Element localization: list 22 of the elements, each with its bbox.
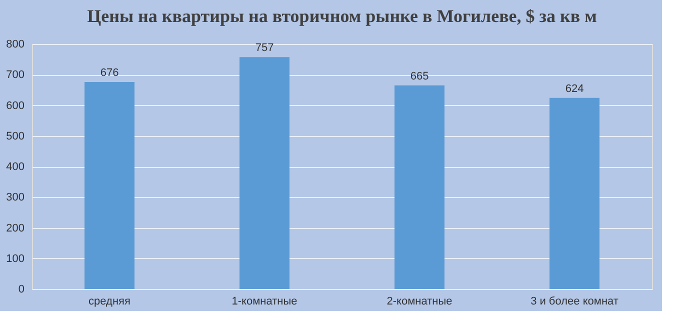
x-tick-label: 1-комнатные [232, 296, 298, 308]
y-tick-label: 400 [6, 161, 24, 173]
data-label: 676 [100, 66, 119, 79]
bar [84, 82, 134, 289]
data-label: 757 [255, 42, 274, 54]
y-tick-label: 500 [6, 130, 24, 142]
data-label: 624 [565, 82, 584, 95]
y-tick-label: 300 [6, 192, 24, 204]
y-tick-label: 700 [6, 69, 24, 82]
bar [394, 85, 444, 289]
chart-title: Цены на квартиры на вторичном рынке в Могилеве, $ за кв м [87, 6, 597, 26]
y-tick-label: 200 [6, 222, 24, 234]
bar [240, 57, 290, 289]
x-tick-label: средняя [88, 296, 130, 308]
y-tick-label: 800 [6, 38, 24, 50]
x-tick-label: 2-комнатные [386, 296, 452, 308]
x-tick-label: 3 и более комнат [530, 296, 618, 308]
bar [550, 98, 600, 289]
y-tick-label: 600 [6, 100, 24, 112]
data-label: 665 [410, 70, 429, 82]
y-tick-label: 0 [18, 284, 24, 296]
y-tick-label: 100 [6, 252, 24, 265]
